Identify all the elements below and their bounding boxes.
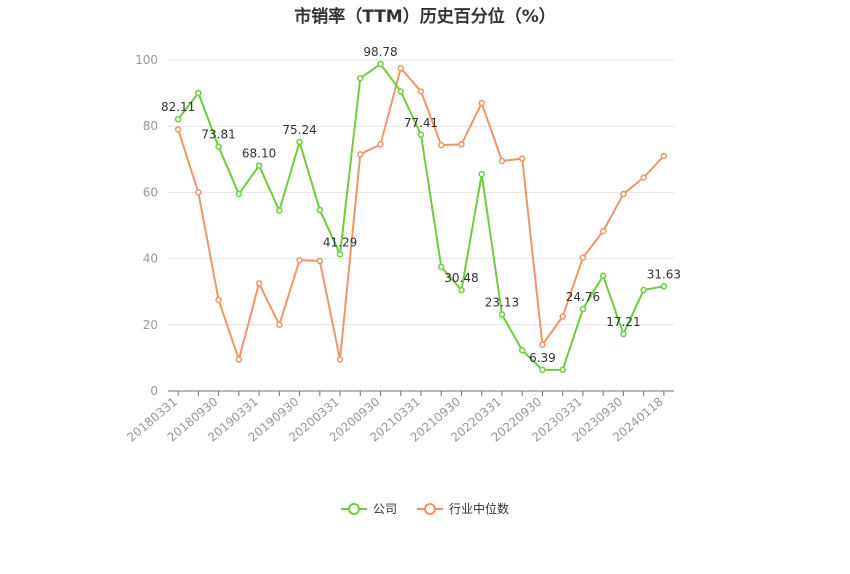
series xyxy=(174,60,668,374)
data-label-company: 77.41 xyxy=(404,116,438,130)
data-point-industry-median xyxy=(579,254,587,261)
data-point-company xyxy=(660,283,668,290)
data-point-company xyxy=(397,88,405,95)
data-point-company xyxy=(539,366,546,374)
data-point-industry-median xyxy=(397,65,405,72)
grid-lines xyxy=(168,59,674,326)
data-point-company xyxy=(215,143,222,150)
legend-item-company[interactable]: 公司 xyxy=(340,500,397,517)
data-point-company xyxy=(458,286,465,294)
data-point-company xyxy=(640,286,647,294)
data-point-industry-median xyxy=(195,189,202,196)
data-point-industry-median xyxy=(559,313,566,320)
data-point-company xyxy=(235,190,243,198)
legend-swatch-industry-median xyxy=(417,502,443,516)
data-point-company xyxy=(195,89,202,97)
series-line-industry-median xyxy=(177,67,665,361)
data-point-company xyxy=(357,74,364,82)
data-label-company: 75.24 xyxy=(282,123,316,137)
data-point-industry-median xyxy=(336,356,344,363)
data-label-company: 98.78 xyxy=(363,45,397,59)
data-point-industry-median xyxy=(174,126,182,133)
legend-label-company: 公司 xyxy=(372,502,397,516)
data-point-industry-median xyxy=(478,99,485,107)
data-label-company: 24.76 xyxy=(566,290,600,304)
data-point-company xyxy=(316,206,324,214)
data-point-industry-median xyxy=(215,296,222,304)
data-point-industry-median xyxy=(296,257,303,264)
data-point-industry-median xyxy=(599,227,607,235)
data-point-industry-median xyxy=(458,141,465,148)
data-point-industry-median xyxy=(357,151,364,158)
data-point-industry-median xyxy=(498,157,506,165)
data-point-industry-median xyxy=(660,152,668,160)
data-point-company xyxy=(276,207,283,214)
data-label-company: 68.10 xyxy=(242,147,276,161)
legend-label-industry-median: 行业中位数 xyxy=(449,502,510,516)
legend-item-industry-median[interactable]: 行业中位数 xyxy=(417,500,509,517)
data-labels: 82.11 73.81 68.10 75.24 41.29 98.78 77.41 30.48… xyxy=(161,45,681,365)
data-point-company xyxy=(559,366,566,374)
data-point-company xyxy=(478,170,485,178)
data-point-industry-median xyxy=(437,141,445,149)
y-tick-label: 20 xyxy=(143,318,158,332)
y-tick-label: 100 xyxy=(135,53,158,67)
data-point-company xyxy=(599,272,607,280)
data-point-industry-median xyxy=(518,155,526,162)
data-point-industry-median xyxy=(377,141,384,148)
series-line-company xyxy=(177,63,665,371)
data-point-company xyxy=(417,131,425,139)
data-point-company xyxy=(620,330,627,338)
data-point-company xyxy=(255,162,263,169)
data-label-company: 23.13 xyxy=(485,295,519,309)
y-tick-label: 40 xyxy=(143,252,158,266)
data-label-company: 41.29 xyxy=(323,235,357,249)
legend-swatch-company xyxy=(340,502,367,516)
data-point-company xyxy=(498,311,506,318)
data-point-industry-median xyxy=(255,280,263,287)
data-point-company xyxy=(579,305,587,313)
data-label-company: 30.48 xyxy=(444,271,478,285)
data-point-industry-median xyxy=(640,174,647,181)
legend: 公司 行业中位数 xyxy=(0,500,850,517)
chart-title: 市销率（TTM）历史百分位（%） xyxy=(294,7,556,27)
data-point-company xyxy=(377,60,384,68)
data-point-company xyxy=(518,347,526,354)
data-point-company xyxy=(174,115,182,123)
axes: 0204060801002018033120180930201903312019… xyxy=(124,53,674,445)
data-point-industry-median xyxy=(235,356,243,363)
data-label-company: 6.39 xyxy=(529,351,556,365)
y-tick-label: 60 xyxy=(143,185,158,199)
data-point-company xyxy=(437,263,445,271)
data-label-company: 17.21 xyxy=(606,315,640,329)
data-point-industry-median xyxy=(417,88,425,95)
y-tick-label: 80 xyxy=(143,119,158,133)
data-label-company: 31.63 xyxy=(647,267,681,281)
data-point-industry-median xyxy=(539,341,546,348)
data-point-industry-median xyxy=(316,257,324,265)
data-point-company xyxy=(296,138,303,146)
data-label-company: 73.81 xyxy=(201,128,235,142)
data-point-industry-median xyxy=(620,190,627,198)
data-label-company: 82.11 xyxy=(161,100,195,114)
data-point-industry-median xyxy=(276,321,283,329)
y-tick-label: 0 xyxy=(150,384,158,398)
data-point-company xyxy=(336,251,344,258)
